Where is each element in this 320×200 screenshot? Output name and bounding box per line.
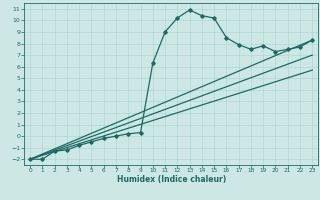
X-axis label: Humidex (Indice chaleur): Humidex (Indice chaleur) <box>116 175 226 184</box>
